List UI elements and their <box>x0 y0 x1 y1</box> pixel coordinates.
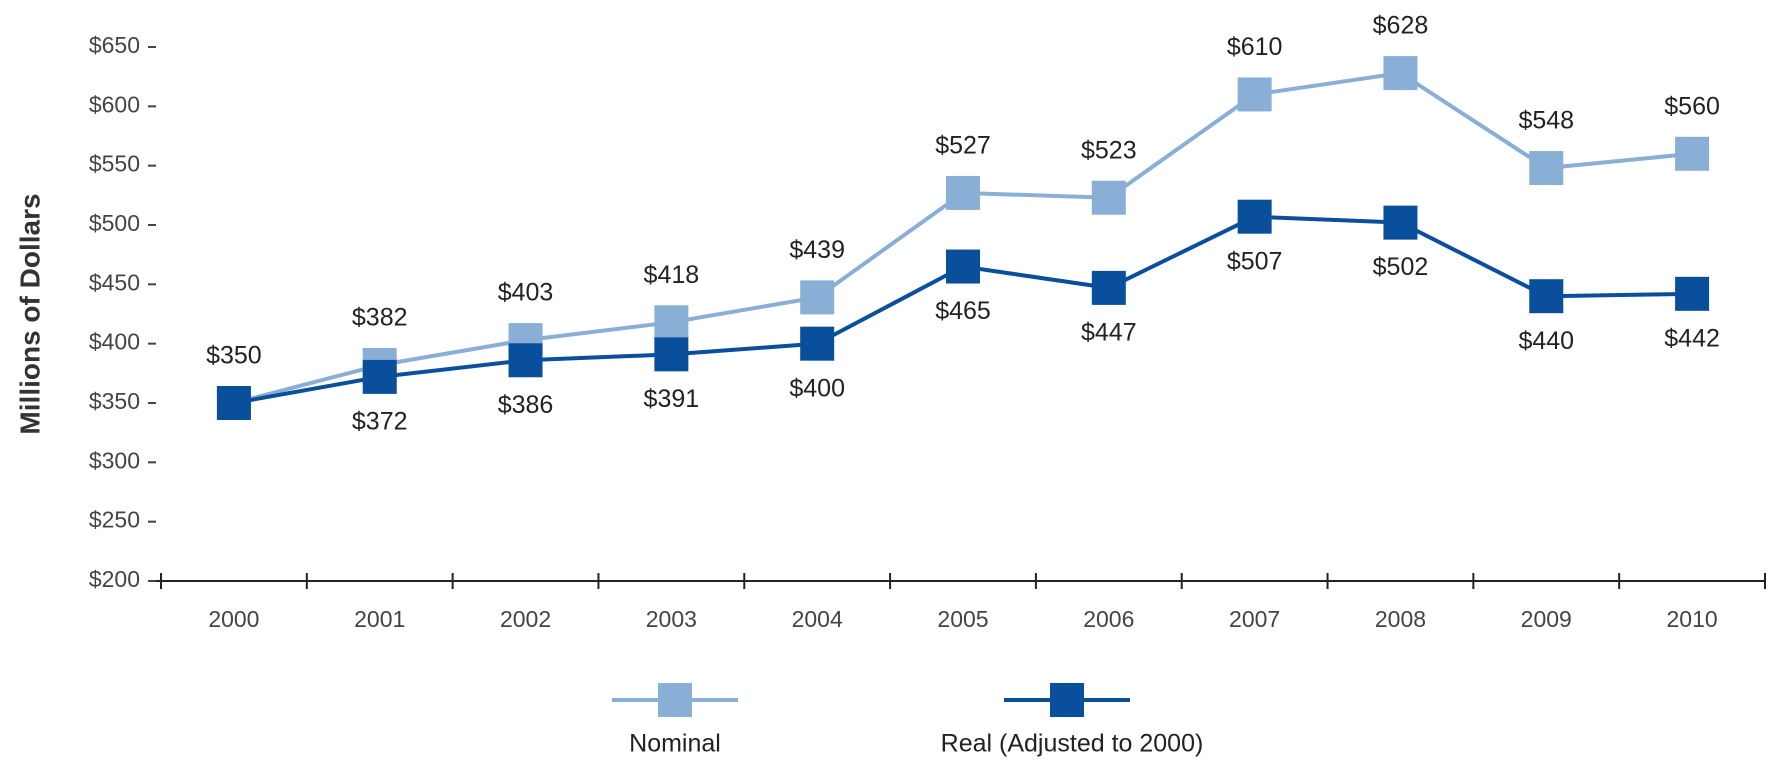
data-label: $372 <box>352 408 408 436</box>
data-label: $507 <box>1227 247 1283 275</box>
data-label: $386 <box>498 391 554 419</box>
x-tick-label: 2003 <box>646 606 697 632</box>
data-label: $502 <box>1373 253 1429 281</box>
x-tick-label: 2009 <box>1521 606 1572 632</box>
data-label: $442 <box>1664 324 1720 352</box>
data-label: $382 <box>352 304 408 332</box>
data-label: $400 <box>789 374 845 402</box>
legend-label: Real (Adjusted to 2000) <box>941 730 1204 758</box>
data-label: $403 <box>498 279 554 307</box>
legend-label: Nominal <box>629 730 721 758</box>
data-label: $447 <box>1081 319 1137 347</box>
marker <box>216 386 251 420</box>
y-tick-label: $650 <box>89 32 140 58</box>
marker <box>946 175 980 210</box>
legend-marker <box>1050 683 1084 717</box>
y-tick-label: $300 <box>89 447 140 473</box>
data-label: $560 <box>1664 92 1720 120</box>
y-tick-label: $500 <box>89 210 140 236</box>
data-label: $391 <box>644 385 700 413</box>
marker <box>1529 151 1564 186</box>
y-tick-label: $600 <box>89 91 140 117</box>
marker <box>362 359 397 394</box>
y-tick-label: $400 <box>89 329 140 355</box>
marker <box>800 326 835 361</box>
x-tick-label: 2007 <box>1229 606 1280 632</box>
marker <box>654 305 689 340</box>
marker <box>1383 205 1418 240</box>
x-tick-label: 2005 <box>937 606 988 632</box>
x-tick-label: 2002 <box>500 606 551 632</box>
y-tick-label: $350 <box>89 388 140 414</box>
y-tick-label: $250 <box>89 507 140 533</box>
data-label: $418 <box>644 261 700 289</box>
data-label: $610 <box>1227 33 1283 61</box>
x-tick-label: 2000 <box>208 606 259 632</box>
data-label: $350 <box>206 342 262 370</box>
y-axis-label: Millions of Dollars <box>14 193 45 434</box>
data-label: $465 <box>935 297 991 325</box>
x-tick-label: 2001 <box>354 606 405 632</box>
marker <box>1091 180 1126 215</box>
data-label: $527 <box>935 132 991 160</box>
y-tick-label: $550 <box>89 151 140 177</box>
marker <box>1675 276 1710 311</box>
marker <box>1237 77 1272 112</box>
data-label: $523 <box>1081 136 1137 164</box>
x-tick-label: 2006 <box>1083 606 1134 632</box>
data-label: $628 <box>1373 12 1429 40</box>
marker <box>1675 136 1710 171</box>
y-tick-label: $200 <box>89 566 140 592</box>
x-tick-label: 2010 <box>1667 606 1718 632</box>
marker <box>1237 199 1272 234</box>
series-line <box>233 71 1693 405</box>
data-label: $548 <box>1518 107 1574 135</box>
data-label: $440 <box>1518 327 1574 355</box>
marker <box>800 280 835 315</box>
data-label: $439 <box>789 236 845 264</box>
marker <box>1529 279 1564 314</box>
x-tick-label: 2008 <box>1375 606 1426 632</box>
y-tick-label: $450 <box>89 269 140 295</box>
marker <box>654 337 689 372</box>
marker <box>508 343 543 378</box>
marker <box>946 249 980 284</box>
x-tick-label: 2004 <box>792 606 843 632</box>
marker <box>1091 270 1126 305</box>
legend-marker <box>658 683 692 717</box>
marker <box>1383 56 1418 91</box>
